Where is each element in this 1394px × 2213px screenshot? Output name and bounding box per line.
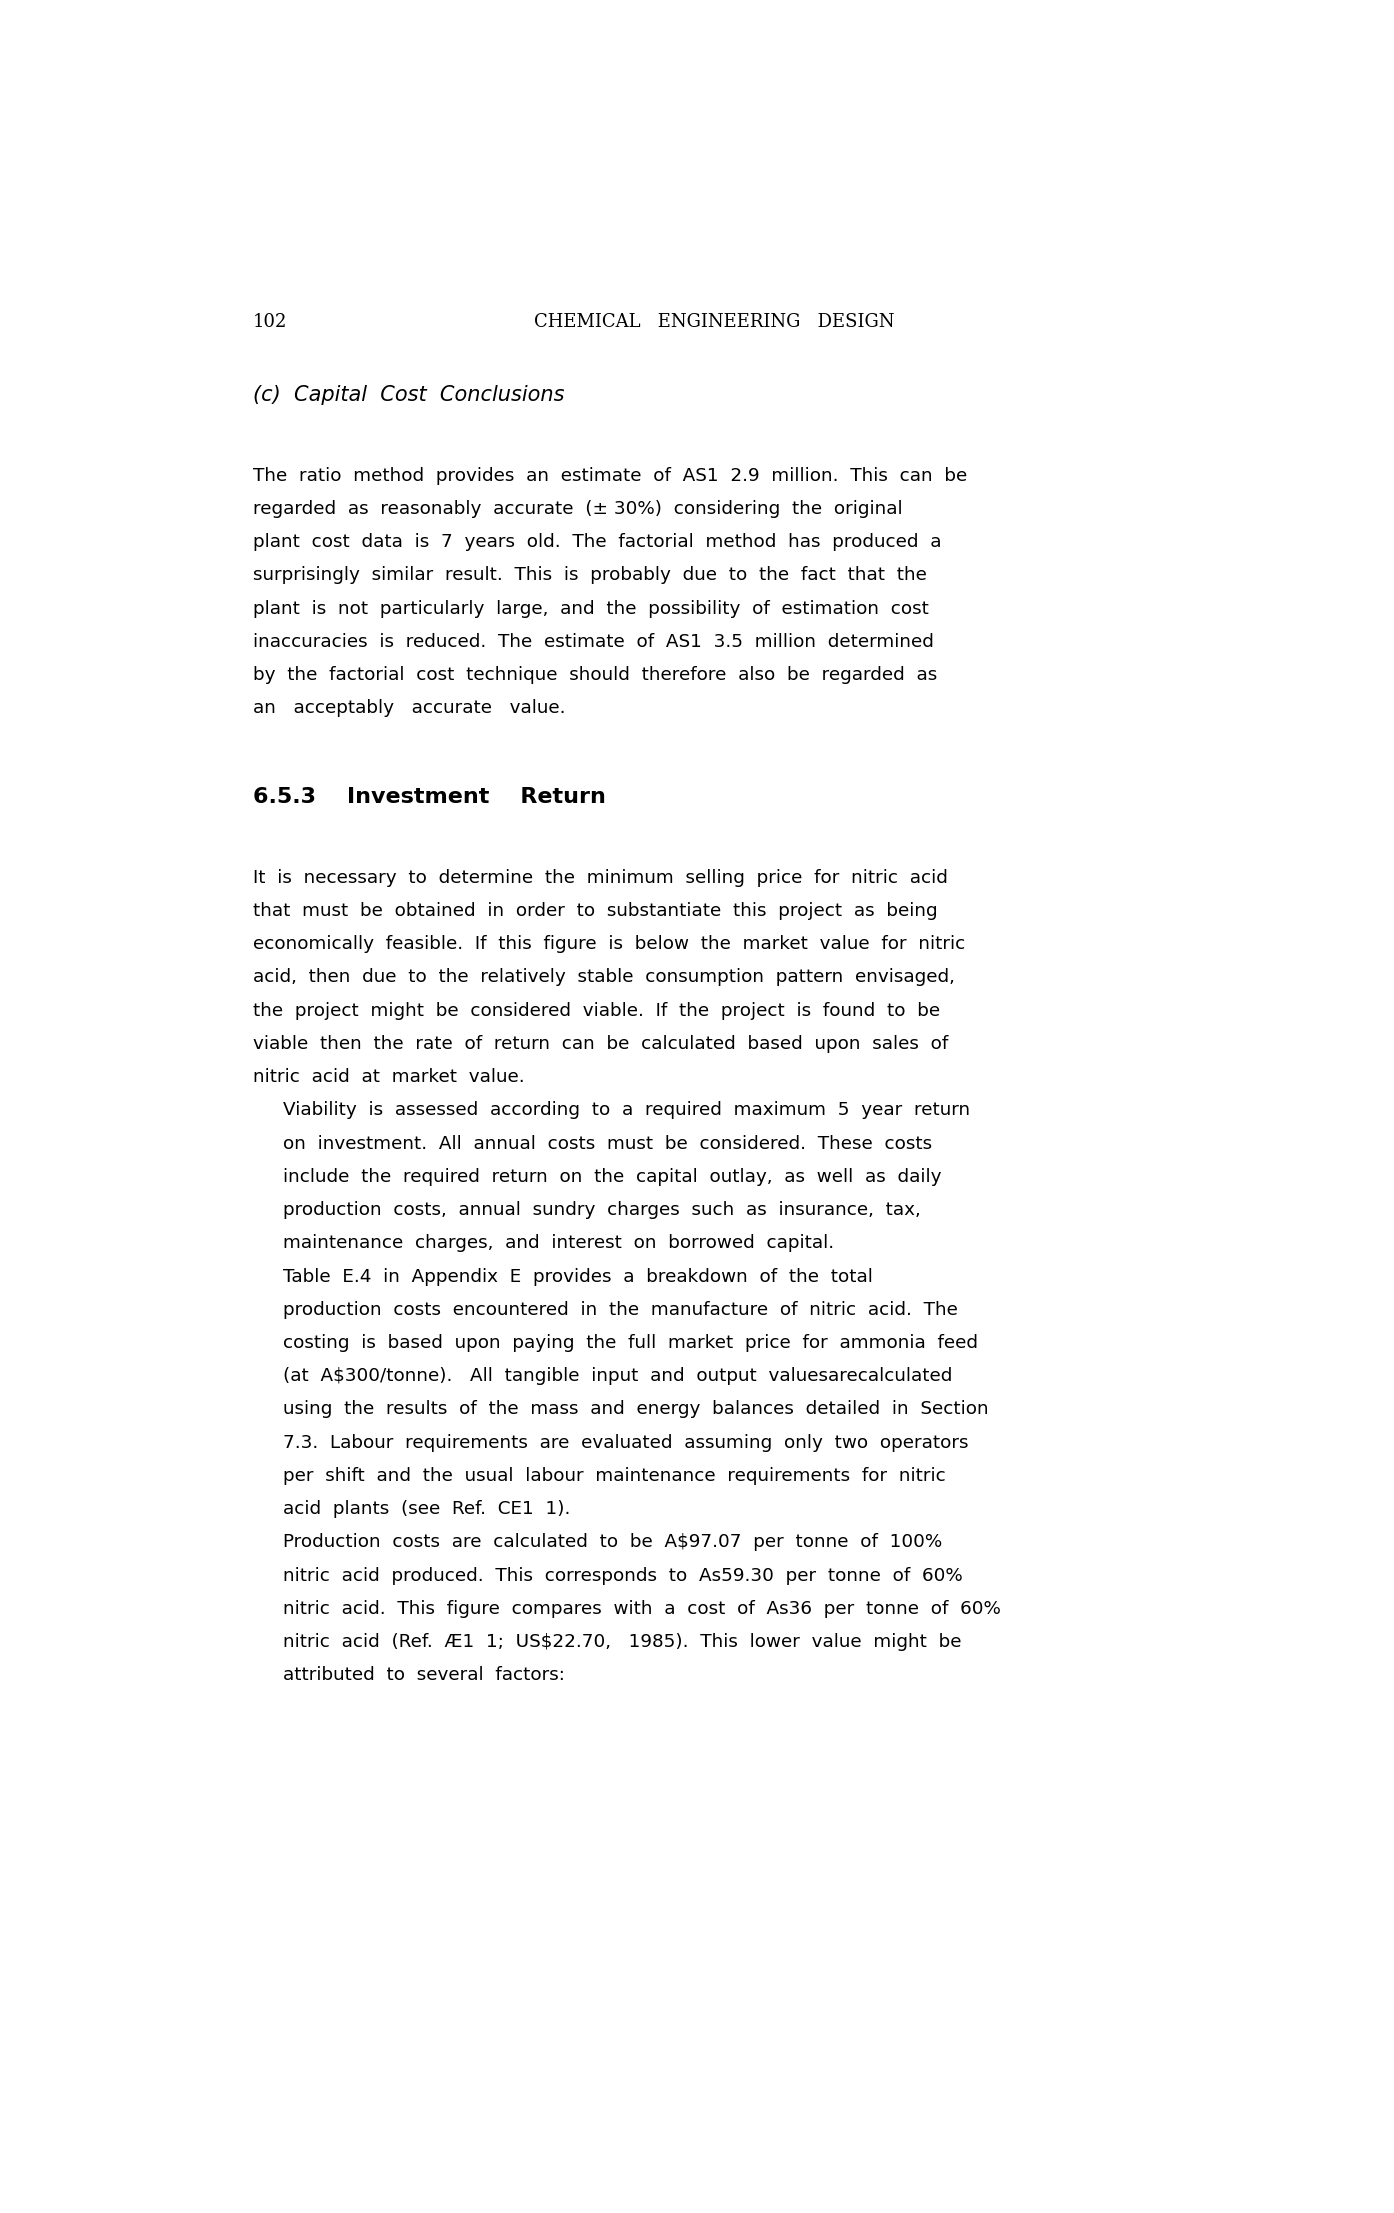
Text: production  costs,  annual  sundry  charges  such  as  insurance,  tax,: production costs, annual sundry charges … [283,1202,921,1219]
Text: the  project  might  be  considered  viable.  If  the  project  is  found  to  b: the project might be considered viable. … [254,1002,940,1020]
Text: on  investment.  All  annual  costs  must  be  considered.  These  costs: on investment. All annual costs must be … [283,1135,933,1153]
Text: an   acceptably   accurate   value.: an acceptably accurate value. [254,699,566,717]
Text: 102: 102 [254,314,287,332]
Text: (c)  Capital  Cost  Conclusions: (c) Capital Cost Conclusions [254,385,565,405]
Text: economically  feasible.  If  this  figure  is  below  the  market  value  for  n: economically feasible. If this figure is… [254,936,966,954]
Text: plant  is  not  particularly  large,  and  the  possibility  of  estimation  cos: plant is not particularly large, and the… [254,600,928,617]
Text: acid  plants  (see  Ref.  CE1  1).: acid plants (see Ref. CE1 1). [283,1500,570,1518]
Text: It  is  necessary  to  determine  the  minimum  selling  price  for  nitric  aci: It is necessary to determine the minimum… [254,870,948,887]
Text: by  the  factorial  cost  technique  should  therefore  also  be  regarded  as: by the factorial cost technique should t… [254,666,937,684]
Text: The  ratio  method  provides  an  estimate  of  AS1  2.9  million.  This  can  b: The ratio method provides an estimate of… [254,467,967,485]
Text: nitric  acid  produced.  This  corresponds  to  As59.30  per  tonne  of  60%: nitric acid produced. This corresponds t… [283,1567,963,1585]
Text: per  shift  and  the  usual  labour  maintenance  requirements  for  nitric: per shift and the usual labour maintenan… [283,1467,947,1485]
Text: using  the  results  of  the  mass  and  energy  balances  detailed  in  Section: using the results of the mass and energy… [283,1401,988,1419]
Text: regarded  as  reasonably  accurate  (± 30%)  considering  the  original: regarded as reasonably accurate (± 30%) … [254,500,903,518]
Text: Table  E.4  in  Appendix  E  provides  a  breakdown  of  the  total: Table E.4 in Appendix E provides a break… [283,1268,873,1286]
Text: surprisingly  similar  result.  This  is  probably  due  to  the  fact  that  th: surprisingly similar result. This is pro… [254,567,927,584]
Text: nitric  acid  (Ref.  Æ1  1;  US$22.70,   1985).  This  lower  value  might  be: nitric acid (Ref. Æ1 1; US$22.70, 1985).… [283,1633,962,1651]
Text: Production  costs  are  calculated  to  be  A$97.07  per  tonne  of  100%: Production costs are calculated to be A$… [283,1534,942,1551]
Text: Viability  is  assessed  according  to  a  required  maximum  5  year  return: Viability is assessed according to a req… [283,1102,970,1120]
Text: CHEMICAL   ENGINEERING   DESIGN: CHEMICAL ENGINEERING DESIGN [534,314,895,332]
Text: acid,  then  due  to  the  relatively  stable  consumption  pattern  envisaged,: acid, then due to the relatively stable … [254,969,955,987]
Text: attributed  to  several  factors:: attributed to several factors: [283,1666,565,1684]
Text: nitric  acid  at  market  value.: nitric acid at market value. [254,1069,524,1087]
Text: maintenance  charges,  and  interest  on  borrowed  capital.: maintenance charges, and interest on bor… [283,1235,835,1253]
Text: plant  cost  data  is  7  years  old.  The  factorial  method  has  produced  a: plant cost data is 7 years old. The fact… [254,533,941,551]
Text: inaccuracies  is  reduced.  The  estimate  of  AS1  3.5  million  determined: inaccuracies is reduced. The estimate of… [254,633,934,651]
Text: costing  is  based  upon  paying  the  full  market  price  for  ammonia  feed: costing is based upon paying the full ma… [283,1334,979,1352]
Text: viable  then  the  rate  of  return  can  be  calculated  based  upon  sales  of: viable then the rate of return can be ca… [254,1036,948,1053]
Text: (at  A$300/tonne).   All  tangible  input  and  output  valuesarecalculated: (at A$300/tonne). All tangible input and… [283,1368,952,1385]
Text: 6.5.3    Investment    Return: 6.5.3 Investment Return [254,788,606,808]
Text: include  the  required  return  on  the  capital  outlay,  as  well  as  daily: include the required return on the capit… [283,1168,942,1186]
Text: that  must  be  obtained  in  order  to  substantiate  this  project  as  being: that must be obtained in order to substa… [254,903,938,921]
Text: nitric  acid.  This  figure  compares  with  a  cost  of  As36  per  tonne  of  : nitric acid. This figure compares with a… [283,1600,1001,1618]
Text: production  costs  encountered  in  the  manufacture  of  nitric  acid.  The: production costs encountered in the manu… [283,1301,958,1319]
Text: 7.3.  Labour  requirements  are  evaluated  assuming  only  two  operators: 7.3. Labour requirements are evaluated a… [283,1434,969,1452]
